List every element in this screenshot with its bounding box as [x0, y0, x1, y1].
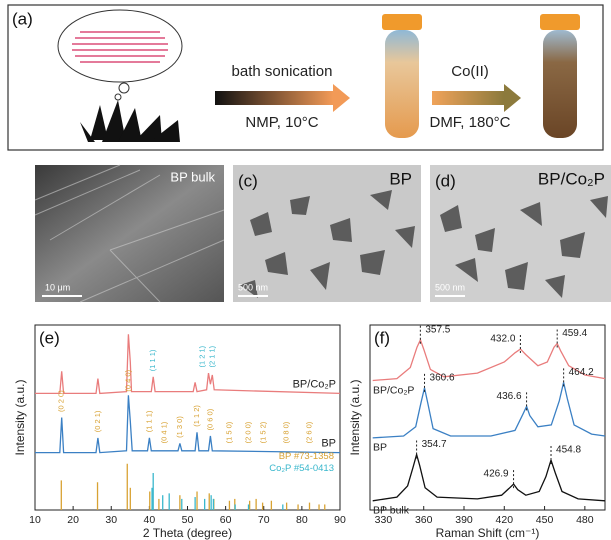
panel-label: (e) — [39, 328, 60, 347]
series-name: BP/Co₂P — [293, 378, 336, 390]
caption: BP bulk — [170, 169, 215, 184]
peak-label: 357.5 — [425, 324, 450, 335]
x-tick-label: 390 — [455, 514, 473, 526]
vial-cap — [382, 14, 422, 30]
vial — [385, 30, 419, 138]
hkl-label: (0 4 0) — [123, 369, 132, 391]
panel-c: (c) BP 500 nm — [233, 165, 421, 302]
plot-frame — [370, 325, 605, 510]
x-tick-label: 450 — [536, 514, 554, 526]
hkl-label: (0 8 0) — [282, 421, 291, 443]
hkl-label: (1 5 0) — [224, 421, 233, 443]
peak-label: 464.2 — [569, 367, 594, 378]
hkl-label: (1 5 2) — [259, 421, 268, 443]
x-tick-label: 90 — [334, 514, 346, 526]
hkl-label: (0 2 0) — [57, 390, 66, 412]
scale-label: 500 nm — [238, 282, 268, 292]
hkl-label: (1 1 1) — [148, 349, 157, 371]
panel-label: (f) — [374, 328, 390, 347]
peak-label: 454.8 — [556, 445, 581, 456]
step-text: bath sonication — [232, 63, 333, 80]
caption: BP/Co₂P — [538, 169, 605, 188]
peak-label: 436.6 — [497, 391, 522, 402]
x-tick-label: 20 — [67, 514, 79, 526]
x-tick-label: 40 — [144, 514, 156, 526]
x-tick-label: 360 — [415, 514, 433, 526]
plot-frame — [35, 325, 340, 510]
series-name: BP — [321, 438, 336, 450]
x-axis-label: Raman Shift (cm⁻¹) — [436, 526, 540, 540]
panel-label: (d) — [435, 171, 456, 190]
x-tick-label: 70 — [258, 514, 270, 526]
hkl-label: (0 4 1) — [160, 421, 169, 443]
series-name: BP bulk — [373, 505, 410, 517]
y-axis-label: Intensity (a.u.) — [348, 379, 362, 455]
arrow — [432, 91, 504, 105]
hkl-label: (1 1 1) — [144, 410, 153, 432]
x-tick-label: 10 — [29, 514, 41, 526]
bubble-dot — [115, 94, 121, 100]
legend-entry: BP #73-1358 — [279, 451, 334, 462]
x-tick-label: 80 — [296, 514, 308, 526]
step-text: Co(II) — [451, 63, 489, 80]
peak-label: 432.0 — [490, 334, 515, 345]
hkl-label: (2 0 0) — [243, 421, 252, 443]
figure: (a) bath sonication NMP, 10°C Co(II) DMF… — [0, 0, 611, 540]
hkl-label: (2 1 1) — [207, 345, 216, 367]
step-text: DMF, 180°C — [429, 114, 510, 131]
panel-label: (c) — [238, 171, 258, 190]
scale-label: 10 μm — [45, 282, 70, 292]
vial-cap — [540, 14, 580, 30]
panel-d: (d) BP/Co₂P 500 nm — [430, 165, 611, 302]
peak-label: 354.7 — [422, 439, 447, 450]
thought-bubble — [58, 10, 182, 82]
vial — [543, 30, 577, 138]
caption: BP — [389, 169, 412, 188]
series-name: BP — [373, 442, 387, 454]
bubble-dot — [119, 83, 129, 93]
x-tick-label: 50 — [182, 514, 194, 526]
hkl-label: (1 2 1) — [198, 345, 207, 367]
arrow — [215, 91, 333, 105]
x-axis-label: 2 Theta (degree) — [143, 526, 232, 540]
panel-label: (a) — [12, 9, 33, 28]
hkl-label: (0 2 1) — [93, 410, 102, 432]
peak-label: 459.4 — [562, 328, 587, 339]
hkl-label: (2 6 0) — [304, 421, 313, 443]
x-tick-label: 30 — [105, 514, 117, 526]
x-tick-label: 60 — [220, 514, 232, 526]
panel-label: (b) — [12, 171, 33, 190]
legend-entry: Co₂P #54-0413 — [269, 463, 334, 474]
hkl-label: (0 6 0) — [205, 408, 214, 430]
panel-a: (a) bath sonication NMP, 10°C Co(II) DMF… — [8, 5, 603, 150]
step-text: NMP, 10°C — [245, 114, 318, 131]
hkl-label: (1 3 0) — [175, 416, 184, 438]
x-tick-label: 420 — [496, 514, 514, 526]
series-line — [35, 395, 340, 452]
scale-label: 500 nm — [435, 282, 465, 292]
peak-label: 360.6 — [430, 373, 455, 384]
hkl-label: (1 1 2) — [192, 405, 201, 427]
y-axis-label: Intensity (a.u.) — [13, 379, 27, 455]
x-tick-label: 480 — [576, 514, 594, 526]
peak-label: 426.9 — [484, 469, 509, 480]
series-name: BP/Co₂P — [373, 384, 414, 396]
panel-b: (b) BP bulk 10 μm — [12, 165, 224, 302]
